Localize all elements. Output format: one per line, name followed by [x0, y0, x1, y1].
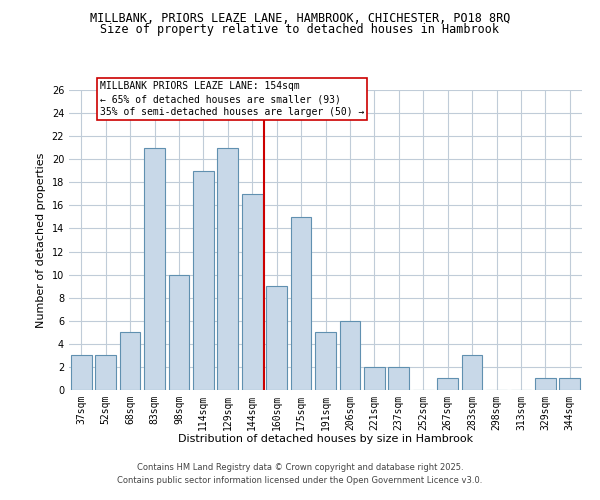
X-axis label: Distribution of detached houses by size in Hambrook: Distribution of detached houses by size … — [178, 434, 473, 444]
Text: MILLBANK PRIORS LEAZE LANE: 154sqm
← 65% of detached houses are smaller (93)
35%: MILLBANK PRIORS LEAZE LANE: 154sqm ← 65%… — [100, 81, 364, 118]
Bar — [388, 367, 409, 390]
Bar — [290, 217, 311, 390]
Bar — [266, 286, 287, 390]
Bar — [315, 332, 336, 390]
Bar — [242, 194, 263, 390]
Bar — [437, 378, 458, 390]
Bar — [461, 356, 482, 390]
Bar — [119, 332, 140, 390]
Bar — [169, 274, 190, 390]
Text: MILLBANK, PRIORS LEAZE LANE, HAMBROOK, CHICHESTER, PO18 8RQ: MILLBANK, PRIORS LEAZE LANE, HAMBROOK, C… — [90, 12, 510, 26]
Text: Contains public sector information licensed under the Open Government Licence v3: Contains public sector information licen… — [118, 476, 482, 485]
Text: Contains HM Land Registry data © Crown copyright and database right 2025.: Contains HM Land Registry data © Crown c… — [137, 464, 463, 472]
Bar — [193, 171, 214, 390]
Text: Size of property relative to detached houses in Hambrook: Size of property relative to detached ho… — [101, 22, 499, 36]
Bar — [71, 356, 92, 390]
Y-axis label: Number of detached properties: Number of detached properties — [36, 152, 46, 328]
Bar — [340, 321, 361, 390]
Bar — [559, 378, 580, 390]
Bar — [217, 148, 238, 390]
Bar — [95, 356, 116, 390]
Bar — [535, 378, 556, 390]
Bar — [144, 148, 165, 390]
Bar — [364, 367, 385, 390]
